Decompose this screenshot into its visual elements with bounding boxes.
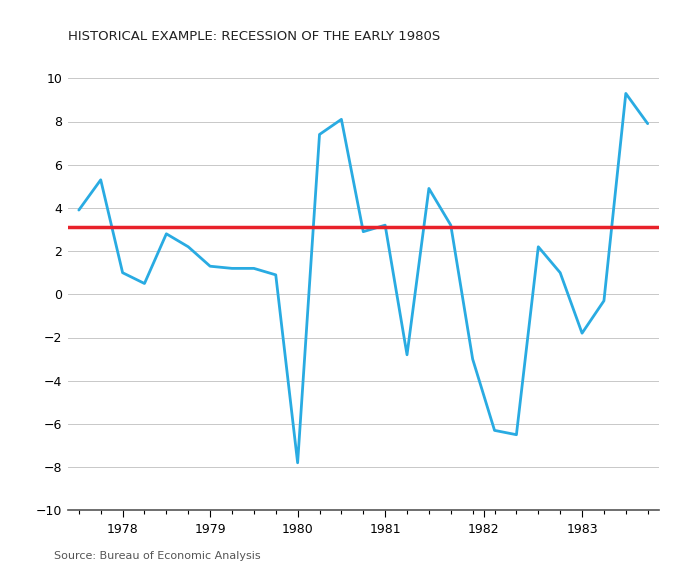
Text: HISTORICAL EXAMPLE: RECESSION OF THE EARLY 1980S: HISTORICAL EXAMPLE: RECESSION OF THE EAR… <box>68 30 440 43</box>
Text: Source: Bureau of Economic Analysis: Source: Bureau of Economic Analysis <box>54 551 261 561</box>
